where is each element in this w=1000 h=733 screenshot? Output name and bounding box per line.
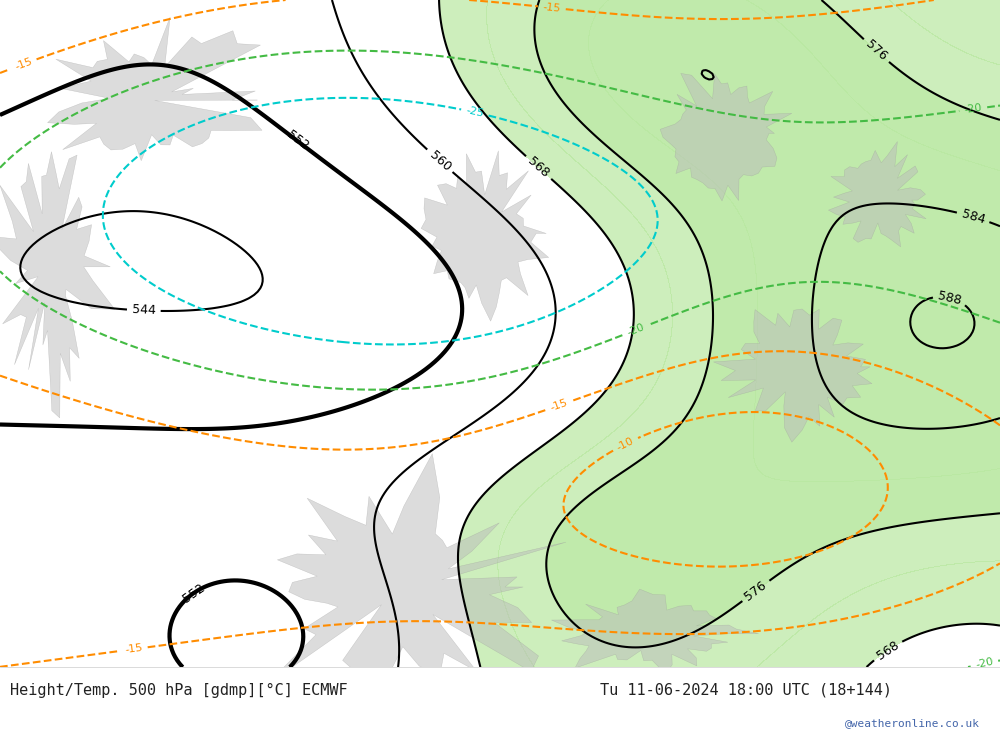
Text: 568: 568 (874, 638, 901, 663)
Text: 552: 552 (180, 581, 207, 605)
Text: 560: 560 (427, 148, 453, 174)
Text: -25: -25 (465, 106, 485, 119)
Polygon shape (552, 589, 759, 674)
Text: 576: 576 (742, 578, 769, 603)
Text: 568: 568 (525, 155, 552, 180)
Text: Tu 11-06-2024 18:00 UTC (18+144): Tu 11-06-2024 18:00 UTC (18+144) (600, 682, 892, 698)
Text: -10: -10 (615, 435, 636, 452)
Text: -20: -20 (975, 657, 994, 671)
Text: 588: 588 (937, 289, 963, 307)
Text: -20: -20 (964, 103, 983, 115)
Polygon shape (48, 17, 262, 161)
Polygon shape (660, 73, 792, 201)
Text: -15: -15 (13, 56, 34, 72)
Text: Height/Temp. 500 hPa [gdmp][°C] ECMWF: Height/Temp. 500 hPa [gdmp][°C] ECMWF (10, 682, 348, 698)
Text: 584: 584 (960, 207, 987, 226)
Polygon shape (421, 151, 549, 321)
Text: -15: -15 (548, 398, 569, 413)
Polygon shape (828, 141, 926, 247)
Polygon shape (0, 152, 115, 418)
Polygon shape (713, 309, 872, 442)
Text: 552: 552 (284, 128, 311, 153)
Text: -15: -15 (542, 2, 561, 14)
Text: -20: -20 (625, 322, 646, 338)
Text: -15: -15 (124, 643, 143, 655)
Text: 544: 544 (132, 303, 156, 317)
Text: 576: 576 (863, 38, 889, 64)
Polygon shape (265, 454, 566, 697)
Text: @weatheronline.co.uk: @weatheronline.co.uk (845, 718, 980, 728)
